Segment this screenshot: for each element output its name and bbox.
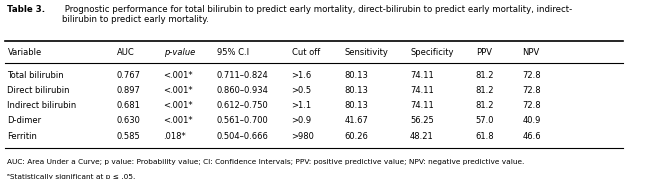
Text: 57.0: 57.0 [476,116,494,125]
Text: 80.13: 80.13 [345,101,369,110]
Text: 0.860–0.934: 0.860–0.934 [216,86,269,95]
Text: 0.897: 0.897 [117,86,140,95]
Text: 0.504–0.666: 0.504–0.666 [216,132,269,141]
Text: Variable: Variable [7,48,41,57]
Text: 0.585: 0.585 [117,132,140,141]
Text: 0.612–0.750: 0.612–0.750 [216,101,269,110]
Text: >1.1: >1.1 [291,101,312,110]
Text: 72.8: 72.8 [522,71,541,79]
Text: p-value: p-value [164,48,195,57]
Text: 41.67: 41.67 [345,116,369,125]
Text: PPV: PPV [476,48,492,57]
Text: 74.11: 74.11 [410,101,434,110]
Text: 61.8: 61.8 [476,132,494,141]
Text: Ferritin: Ferritin [7,132,37,141]
Text: Specificity: Specificity [410,48,454,57]
Text: 46.6: 46.6 [522,132,541,141]
Text: <.001*: <.001* [164,116,193,125]
Text: 0.767: 0.767 [117,71,141,79]
Text: Table 3.: Table 3. [7,5,45,14]
Text: 81.2: 81.2 [476,86,494,95]
Text: .018*: .018* [164,132,186,141]
Text: Prognostic performance for total bilirubin to predict early mortality, direct-bi: Prognostic performance for total bilirub… [62,5,572,24]
Text: <.001*: <.001* [164,86,193,95]
Text: 95% C.I: 95% C.I [216,48,248,57]
Text: 0.561–0.700: 0.561–0.700 [216,116,269,125]
Text: <.001*: <.001* [164,71,193,79]
Text: 60.26: 60.26 [345,132,369,141]
Text: NPV: NPV [522,48,540,57]
Text: AUC: AUC [117,48,134,57]
Text: 48.21: 48.21 [410,132,434,141]
Text: 0.630: 0.630 [117,116,140,125]
Text: 72.8: 72.8 [522,86,541,95]
Text: 74.11: 74.11 [410,71,434,79]
Text: 81.2: 81.2 [476,101,494,110]
Text: 80.13: 80.13 [345,71,369,79]
Text: Total bilirubin: Total bilirubin [7,71,64,79]
Text: >0.5: >0.5 [291,86,312,95]
Text: 56.25: 56.25 [410,116,434,125]
Text: Cut off: Cut off [291,48,320,57]
Text: Indirect bilirubin: Indirect bilirubin [7,101,77,110]
Text: Direct bilirubin: Direct bilirubin [7,86,70,95]
Text: 72.8: 72.8 [522,101,541,110]
Text: 0.681: 0.681 [117,101,140,110]
Text: ᵃStatistically significant at p ≤ .05.: ᵃStatistically significant at p ≤ .05. [7,174,136,179]
Text: AUC: Area Under a Curve; p value: Probability value; CI: Confidence Intervals; P: AUC: Area Under a Curve; p value: Probab… [7,159,525,166]
Text: Sensitivity: Sensitivity [345,48,388,57]
Text: 80.13: 80.13 [345,86,369,95]
Text: 81.2: 81.2 [476,71,494,79]
Text: >0.9: >0.9 [291,116,312,125]
Text: 40.9: 40.9 [522,116,541,125]
Text: >980: >980 [291,132,315,141]
Text: 74.11: 74.11 [410,86,434,95]
Text: D-dimer: D-dimer [7,116,41,125]
Text: >1.6: >1.6 [291,71,312,79]
Text: 0.711–0.824: 0.711–0.824 [216,71,269,79]
Text: <.001*: <.001* [164,101,193,110]
